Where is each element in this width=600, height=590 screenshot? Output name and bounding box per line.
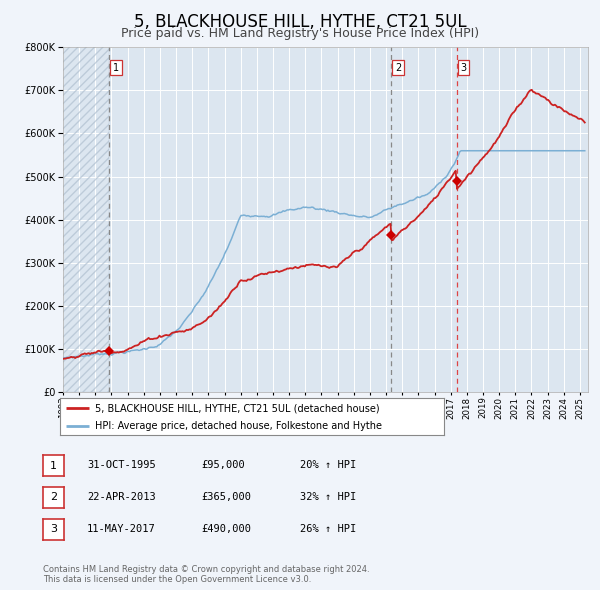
Text: Price paid vs. HM Land Registry's House Price Index (HPI): Price paid vs. HM Land Registry's House … bbox=[121, 27, 479, 40]
Text: 20% ↑ HPI: 20% ↑ HPI bbox=[300, 460, 356, 470]
Text: 31-OCT-1995: 31-OCT-1995 bbox=[87, 460, 156, 470]
Bar bbox=[63, 47, 109, 392]
Text: £365,000: £365,000 bbox=[201, 492, 251, 502]
Text: 3: 3 bbox=[50, 525, 57, 534]
Text: £95,000: £95,000 bbox=[201, 460, 245, 470]
Text: £490,000: £490,000 bbox=[201, 524, 251, 533]
Text: 2: 2 bbox=[50, 493, 57, 502]
Text: 3: 3 bbox=[461, 63, 467, 73]
Text: 11-MAY-2017: 11-MAY-2017 bbox=[87, 524, 156, 533]
Text: 22-APR-2013: 22-APR-2013 bbox=[87, 492, 156, 502]
Text: 32% ↑ HPI: 32% ↑ HPI bbox=[300, 492, 356, 502]
Text: Contains HM Land Registry data © Crown copyright and database right 2024.
This d: Contains HM Land Registry data © Crown c… bbox=[43, 565, 370, 584]
Text: 1: 1 bbox=[113, 63, 119, 73]
Text: 5, BLACKHOUSE HILL, HYTHE, CT21 5UL (detached house): 5, BLACKHOUSE HILL, HYTHE, CT21 5UL (det… bbox=[95, 404, 379, 413]
Text: 1: 1 bbox=[50, 461, 57, 470]
Text: 5, BLACKHOUSE HILL, HYTHE, CT21 5UL: 5, BLACKHOUSE HILL, HYTHE, CT21 5UL bbox=[134, 13, 466, 31]
Text: 2: 2 bbox=[395, 63, 401, 73]
Text: 26% ↑ HPI: 26% ↑ HPI bbox=[300, 524, 356, 533]
Text: HPI: Average price, detached house, Folkestone and Hythe: HPI: Average price, detached house, Folk… bbox=[95, 421, 382, 431]
